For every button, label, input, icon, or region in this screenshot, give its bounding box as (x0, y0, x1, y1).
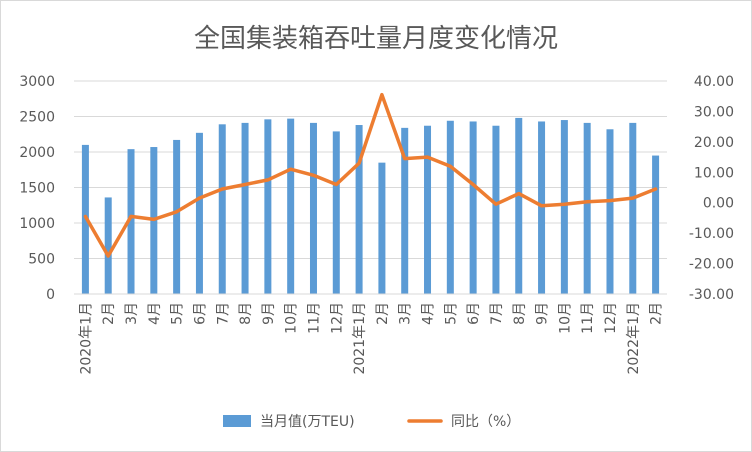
bar (127, 149, 135, 294)
legend-line-label: 同比（%） (451, 414, 520, 430)
left-tick-label: 1000 (19, 216, 55, 232)
x-tick-label: 11月 (580, 302, 596, 334)
x-axis-ticks: 2020年1月 2月 3月 4月 5月 6月 7月 8月 9月 10月 11月 12月 2021年1月 2… (78, 302, 664, 375)
x-tick-label: 6月 (466, 302, 482, 325)
bar (264, 119, 272, 294)
bar (515, 117, 523, 294)
right-tick-label: -10.00 (689, 226, 734, 242)
bar (332, 131, 340, 294)
right-tick-label: 40.00 (694, 74, 734, 90)
x-tick-label: 7月 (489, 302, 505, 325)
bar (446, 120, 454, 294)
x-tick-label: 3月 (398, 302, 414, 325)
x-tick-label: 12月 (603, 302, 619, 334)
bar (424, 125, 432, 294)
bar (469, 121, 477, 294)
bar-series (81, 117, 660, 295)
x-tick-label: 12月 (329, 302, 345, 334)
bar (241, 122, 249, 294)
right-tick-label: 30.00 (694, 104, 734, 120)
bar (606, 129, 614, 294)
x-tick-label: 10月 (284, 302, 300, 334)
legend-bar-label: 当月值(万TEU) (260, 414, 355, 430)
bar (173, 139, 181, 294)
left-tick-label: 2500 (19, 110, 55, 126)
bar (104, 197, 112, 294)
x-tick-label: 2022年1月 (626, 302, 642, 375)
bar (287, 118, 295, 294)
left-tick-label: 500 (28, 252, 55, 268)
right-tick-label: 20.00 (694, 135, 734, 151)
x-tick-label: 9月 (261, 302, 277, 325)
x-tick-label: 11月 (307, 302, 323, 334)
x-tick-label: 10月 (557, 302, 573, 334)
bar (401, 127, 409, 294)
left-tick-label: 2000 (19, 145, 55, 161)
left-tick-label: 1500 (19, 181, 55, 197)
right-tick-label: -30.00 (689, 287, 734, 303)
legend-bar-swatch (223, 415, 251, 427)
x-tick-label: 6月 (192, 302, 208, 325)
bar (583, 122, 591, 294)
x-tick-label: 2月 (375, 302, 391, 325)
bar (560, 120, 568, 294)
right-tick-label: 10.00 (694, 165, 734, 181)
x-tick-label: 5月 (170, 302, 186, 325)
x-tick-label: 2021年1月 (352, 302, 368, 375)
left-axis-ticks: 0 500 1000 1500 2000 2500 3000 (19, 74, 55, 303)
left-tick-label: 3000 (19, 74, 55, 90)
x-tick-label: 2020年1月 (78, 302, 94, 375)
right-tick-label: 0.00 (703, 196, 734, 212)
bar (218, 124, 226, 294)
series-line (83, 92, 658, 258)
line-series (83, 92, 658, 258)
x-tick-label: 5月 (443, 302, 459, 325)
chart-title: 全国集装箱吞吐量月度变化情况 (194, 24, 558, 54)
bar (538, 121, 546, 294)
x-tick-label: 4月 (147, 302, 163, 325)
right-axis-ticks: -30.00 -20.00 -10.00 0.00 10.00 20.00 30.00 40.… (689, 74, 734, 303)
bar (378, 162, 386, 294)
x-tick-label: 7月 (215, 302, 231, 325)
left-tick-label: 0 (46, 287, 55, 303)
bar (309, 122, 317, 294)
x-tick-label: 4月 (421, 302, 437, 325)
x-tick-label: 2月 (101, 302, 117, 325)
x-tick-label: 8月 (512, 302, 528, 325)
x-tick-label: 9月 (535, 302, 551, 325)
x-tick-label: 3月 (124, 302, 140, 325)
x-tick-label: 2月 (649, 302, 665, 325)
gridlines (74, 80, 667, 259)
right-tick-label: -20.00 (689, 257, 734, 273)
bar (355, 125, 363, 295)
bar (629, 122, 637, 294)
x-tick-label: 8月 (238, 302, 254, 325)
bar (492, 125, 500, 294)
bar (652, 155, 660, 294)
bar (195, 132, 203, 294)
legend: 当月值(万TEU) 同比（%） (223, 414, 520, 430)
